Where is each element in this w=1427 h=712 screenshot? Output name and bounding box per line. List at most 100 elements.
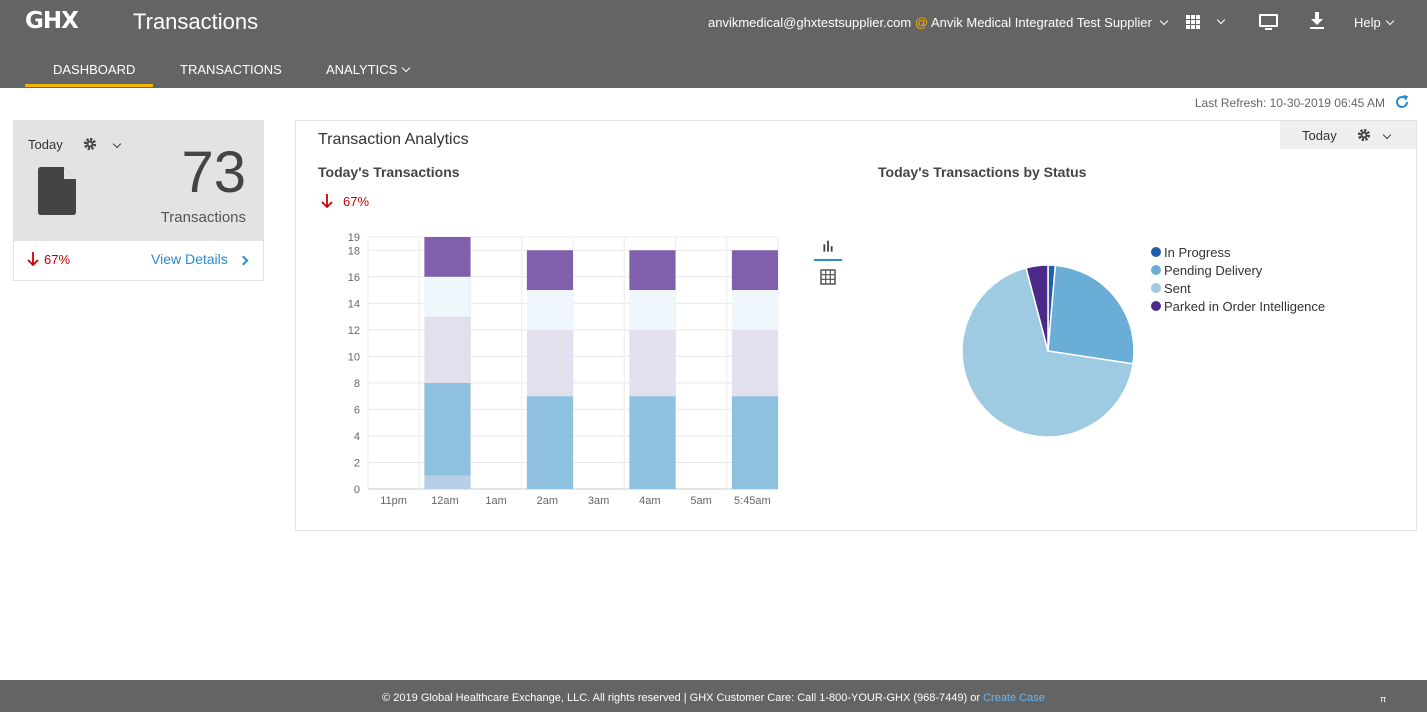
x-tick-label: 11pm [380, 495, 407, 507]
top-bar: GHX Transactions anvikmedical@ghxtestsup… [0, 0, 1427, 88]
bar-segment[interactable] [424, 475, 471, 489]
bar-segment[interactable] [629, 250, 676, 291]
gear-icon[interactable] [1357, 128, 1371, 142]
bar-segment[interactable] [424, 382, 471, 476]
app-title: Transactions [133, 9, 259, 34]
panel-period-label[interactable]: Today [1302, 128, 1337, 143]
document-icon [38, 167, 76, 215]
legend-label: Pending Delivery [1164, 262, 1263, 278]
panel-title: Transaction Analytics [318, 131, 469, 148]
bar-segment[interactable] [526, 250, 573, 291]
chevron-down-icon [1385, 16, 1394, 26]
legend-swatch [1151, 283, 1161, 293]
footer-copyright: © 2019 Global Healthcare Exchange, LLC. … [382, 692, 981, 704]
bar-segment[interactable] [424, 276, 471, 317]
y-tick-label: 12 [348, 325, 360, 337]
chevron-right-icon[interactable] [238, 255, 249, 266]
transaction-count: 73 [181, 140, 246, 205]
chart-change-percentage: 67% [343, 194, 370, 209]
tab-dashboard[interactable]: DASHBOARD [53, 62, 136, 77]
panel-period-selector[interactable] [1280, 121, 1416, 149]
account-menu[interactable]: anvikmedical@ghxtestsupplier.com @ Anvik… [708, 15, 1169, 30]
status-pie-chart [961, 264, 1135, 438]
legend-item[interactable]: Pending Delivery [1151, 261, 1325, 279]
tab-transactions[interactable]: TRANSACTIONS [180, 62, 282, 77]
monitor-icon[interactable] [1259, 14, 1278, 30]
chevron-down-icon[interactable] [1378, 128, 1392, 146]
chevron-down-icon[interactable] [1212, 13, 1226, 31]
x-tick-label: 2am [537, 495, 558, 507]
bar-segment[interactable] [526, 396, 573, 489]
bar-segment[interactable] [731, 250, 778, 291]
chevron-down-icon[interactable] [108, 137, 122, 155]
apps-grid-icon[interactable] [1186, 15, 1200, 29]
legend-item[interactable]: Sent [1151, 279, 1325, 297]
y-tick-label: 0 [354, 484, 360, 496]
transaction-analytics-panel: Transaction Analytics Today Today's Tran… [295, 120, 1417, 531]
ghx-logo[interactable]: GHX [25, 8, 79, 34]
help-menu[interactable]: Help [1354, 15, 1394, 30]
view-details-link[interactable]: View Details [151, 251, 228, 267]
x-tick-label: 5:45am [734, 495, 771, 507]
legend-item[interactable]: In Progress [1151, 243, 1325, 261]
pie-chart-subtitle: Today's Transactions by Status [878, 164, 1087, 180]
download-icon[interactable] [1310, 12, 1324, 30]
y-tick-label: 4 [354, 431, 360, 443]
active-tab-indicator [25, 84, 153, 87]
bar-segment[interactable] [526, 290, 573, 330]
legend-label: Sent [1164, 280, 1191, 296]
x-tick-label: 12am [431, 495, 459, 507]
legend-swatch [1151, 301, 1161, 311]
legend-label: In Progress [1164, 244, 1231, 260]
x-tick-label: 3am [588, 495, 609, 507]
tile-period-label: Today [28, 137, 63, 152]
bar-segment[interactable] [629, 329, 676, 397]
y-tick-label: 19 [348, 232, 360, 244]
footer-pi: π [1380, 694, 1387, 704]
bar-segment[interactable] [731, 290, 778, 330]
change-percentage: 67% [44, 252, 71, 267]
pie-legend: In Progress Pending Delivery Sent Parked in… [1151, 243, 1325, 315]
account-org: Anvik Medical Integrated Test Supplier [930, 15, 1152, 30]
x-tick-label: 4am [639, 495, 660, 507]
pie-slice[interactable] [1047, 264, 1135, 365]
y-tick-label: 10 [348, 351, 360, 363]
pie-slice[interactable] [961, 266, 1134, 438]
legend-label: Parked in Order Intelligence [1164, 298, 1326, 314]
help-label: Help [1354, 15, 1381, 30]
bar-segment[interactable] [629, 396, 676, 489]
chevron-down-icon [402, 63, 411, 73]
arrow-down-icon [27, 252, 39, 267]
legend-item[interactable]: Parked in Order Intelligence [1151, 297, 1325, 315]
bar-segment[interactable] [424, 316, 471, 383]
bar-segment[interactable] [629, 290, 676, 330]
last-refresh-label: Last Refresh: 10-30-2019 06:45 AM [1194, 96, 1385, 110]
create-case-link[interactable]: Create Case [983, 692, 1045, 704]
bar-chart-toggle-icon[interactable] [814, 237, 842, 261]
transactions-summary-tile: Today 73 Transactions 67% View Details [13, 120, 264, 281]
tab-analytics[interactable]: ANALYTICS [326, 62, 411, 77]
bar-segment[interactable] [731, 396, 778, 489]
y-tick-label: 8 [354, 378, 360, 390]
chevron-down-icon [1160, 16, 1169, 26]
gear-icon[interactable] [83, 137, 97, 151]
pie-slice[interactable] [1025, 264, 1049, 352]
tab-analytics-label: ANALYTICS [326, 62, 398, 77]
bar-segment[interactable] [731, 329, 778, 397]
bar-segment[interactable] [526, 329, 573, 397]
account-email: anvikmedical@ghxtestsupplier.com [708, 15, 912, 30]
arrow-down-icon [321, 194, 333, 209]
y-tick-label: 6 [354, 404, 360, 416]
transaction-count-label: Transactions [160, 209, 246, 226]
x-tick-label: 5am [690, 495, 711, 507]
y-tick-label: 18 [348, 245, 360, 257]
legend-swatch [1151, 265, 1161, 275]
bar-chart-subtitle: Today's Transactions [318, 164, 460, 180]
footer: © 2019 Global Healthcare Exchange, LLC. … [0, 680, 1427, 712]
legend-swatch [1151, 247, 1161, 257]
bar-segment[interactable] [424, 237, 471, 277]
y-tick-label: 14 [348, 298, 360, 310]
table-view-toggle-icon[interactable] [817, 267, 839, 287]
refresh-icon[interactable] [1394, 94, 1410, 110]
